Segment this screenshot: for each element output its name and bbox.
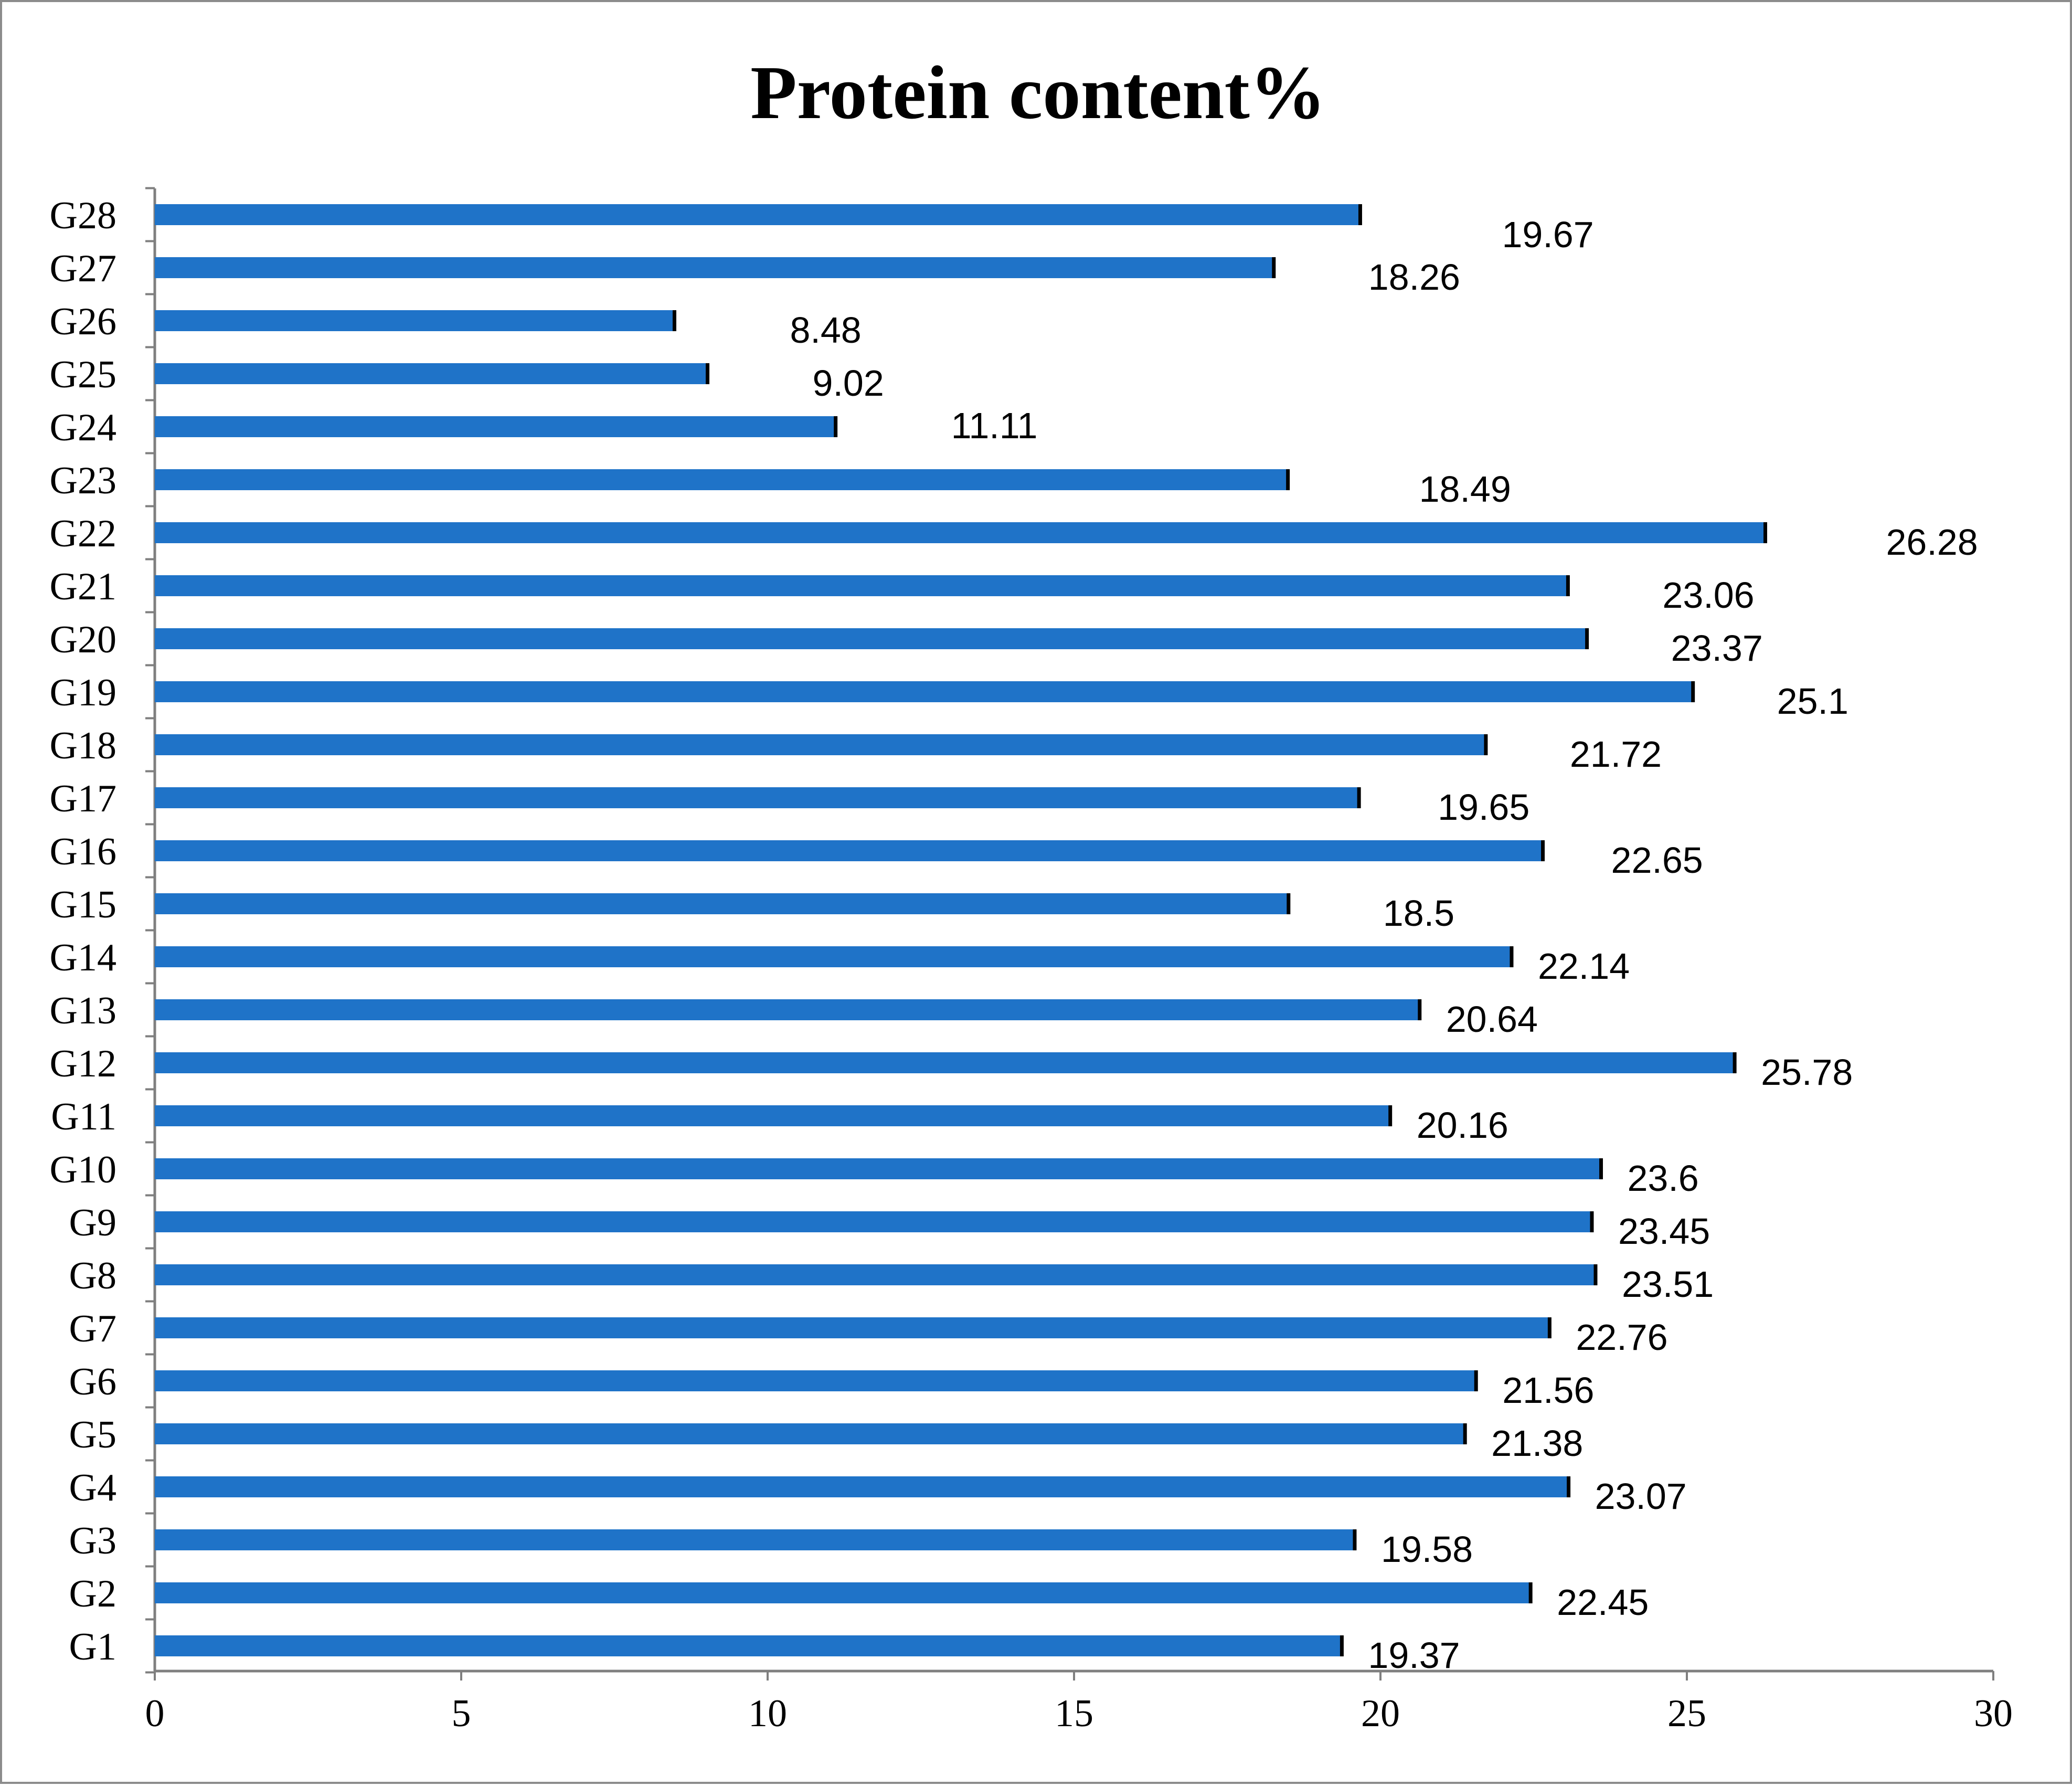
category-label: G7: [69, 1307, 116, 1350]
category-label: G2: [69, 1572, 116, 1615]
bar: [155, 628, 1587, 649]
category-label: G19: [50, 671, 116, 714]
data-label: 18.5: [1383, 893, 1454, 934]
bar: [155, 1635, 1342, 1656]
data-label: 25.1: [1777, 681, 1848, 722]
category-label: G24: [50, 406, 116, 449]
x-tick-label: 25: [1667, 1692, 1706, 1735]
category-label: G28: [50, 194, 116, 237]
bar: [155, 999, 1420, 1020]
x-tick-label: 5: [452, 1692, 471, 1735]
x-tick-label: 10: [748, 1692, 787, 1735]
data-label: 26.28: [1886, 522, 1978, 563]
data-label: 22.65: [1611, 840, 1703, 881]
bar: [155, 1317, 1550, 1338]
bar: [155, 1582, 1531, 1603]
category-label: G26: [50, 300, 116, 343]
category-label: G6: [69, 1360, 116, 1403]
data-label: 22.14: [1538, 946, 1630, 987]
category-label: G12: [50, 1042, 116, 1085]
category-label: G21: [50, 565, 116, 608]
data-label: 21.56: [1502, 1370, 1594, 1411]
data-label: 23.07: [1595, 1476, 1687, 1517]
category-label: G17: [50, 777, 116, 820]
category-label: G22: [50, 512, 116, 555]
bar: [155, 1423, 1465, 1444]
category-label: G20: [50, 618, 116, 661]
bar: [155, 310, 675, 331]
bar: [155, 575, 1568, 596]
bar: [155, 522, 1766, 543]
category-label: G14: [50, 936, 116, 979]
data-label: 23.45: [1618, 1211, 1710, 1252]
bar: [155, 734, 1486, 755]
category-label: G1: [69, 1625, 116, 1668]
category-label: G27: [50, 247, 116, 290]
category-label: G10: [50, 1148, 116, 1191]
category-label: G13: [50, 989, 116, 1032]
data-label: 23.06: [1662, 575, 1754, 616]
bar: [155, 1211, 1592, 1232]
bar: [155, 840, 1543, 861]
bar: [155, 1264, 1596, 1285]
category-label: G16: [50, 830, 116, 873]
x-tick-label: 30: [1974, 1692, 2013, 1735]
bar: [155, 1370, 1476, 1391]
category-label: G25: [50, 353, 116, 396]
bar: [155, 363, 708, 384]
category-label: G23: [50, 459, 116, 502]
category-label: G9: [69, 1201, 116, 1244]
data-label: 22.76: [1576, 1317, 1667, 1358]
bar: [155, 1158, 1601, 1179]
bar: [155, 204, 1361, 225]
data-label: 19.67: [1502, 214, 1593, 255]
x-tick-label: 0: [145, 1692, 165, 1735]
bar: [155, 1105, 1390, 1126]
category-label: G3: [69, 1519, 116, 1562]
x-tick-label: 15: [1055, 1692, 1093, 1735]
category-label: G8: [69, 1254, 116, 1297]
category-label: G5: [69, 1413, 116, 1456]
bar: [155, 787, 1359, 808]
bar: [155, 469, 1288, 490]
x-tick-label: 20: [1361, 1692, 1400, 1735]
data-label: 19.58: [1381, 1529, 1473, 1570]
data-label: 8.48: [790, 310, 861, 351]
bar: [155, 257, 1274, 278]
data-label: 19.37: [1368, 1635, 1460, 1676]
data-label: 11.11: [951, 405, 1038, 446]
category-label: G15: [50, 883, 116, 926]
bar: [155, 416, 836, 437]
data-label: 19.65: [1438, 787, 1529, 828]
data-label: 23.37: [1671, 628, 1763, 669]
category-label: G4: [69, 1466, 116, 1509]
bar: [155, 681, 1693, 702]
data-label: 20.16: [1417, 1105, 1508, 1146]
data-label: 20.64: [1446, 999, 1538, 1040]
bar: [155, 946, 1512, 967]
bar: [155, 893, 1289, 914]
bar: [155, 1476, 1569, 1497]
data-label: 18.26: [1368, 257, 1460, 298]
data-label: 23.6: [1627, 1158, 1698, 1199]
data-label: 25.78: [1761, 1052, 1853, 1093]
data-label: 9.02: [813, 363, 884, 404]
data-label: 23.51: [1622, 1264, 1714, 1305]
bar: [155, 1529, 1355, 1550]
data-label: 18.49: [1419, 469, 1511, 510]
category-label: G11: [51, 1095, 116, 1138]
data-label: 21.72: [1570, 734, 1662, 775]
category-label: G18: [50, 724, 116, 767]
chart-title: Protein content%: [750, 51, 1326, 135]
data-label: 21.38: [1491, 1423, 1583, 1464]
data-label: 22.45: [1557, 1582, 1649, 1623]
bar: [155, 1052, 1735, 1073]
